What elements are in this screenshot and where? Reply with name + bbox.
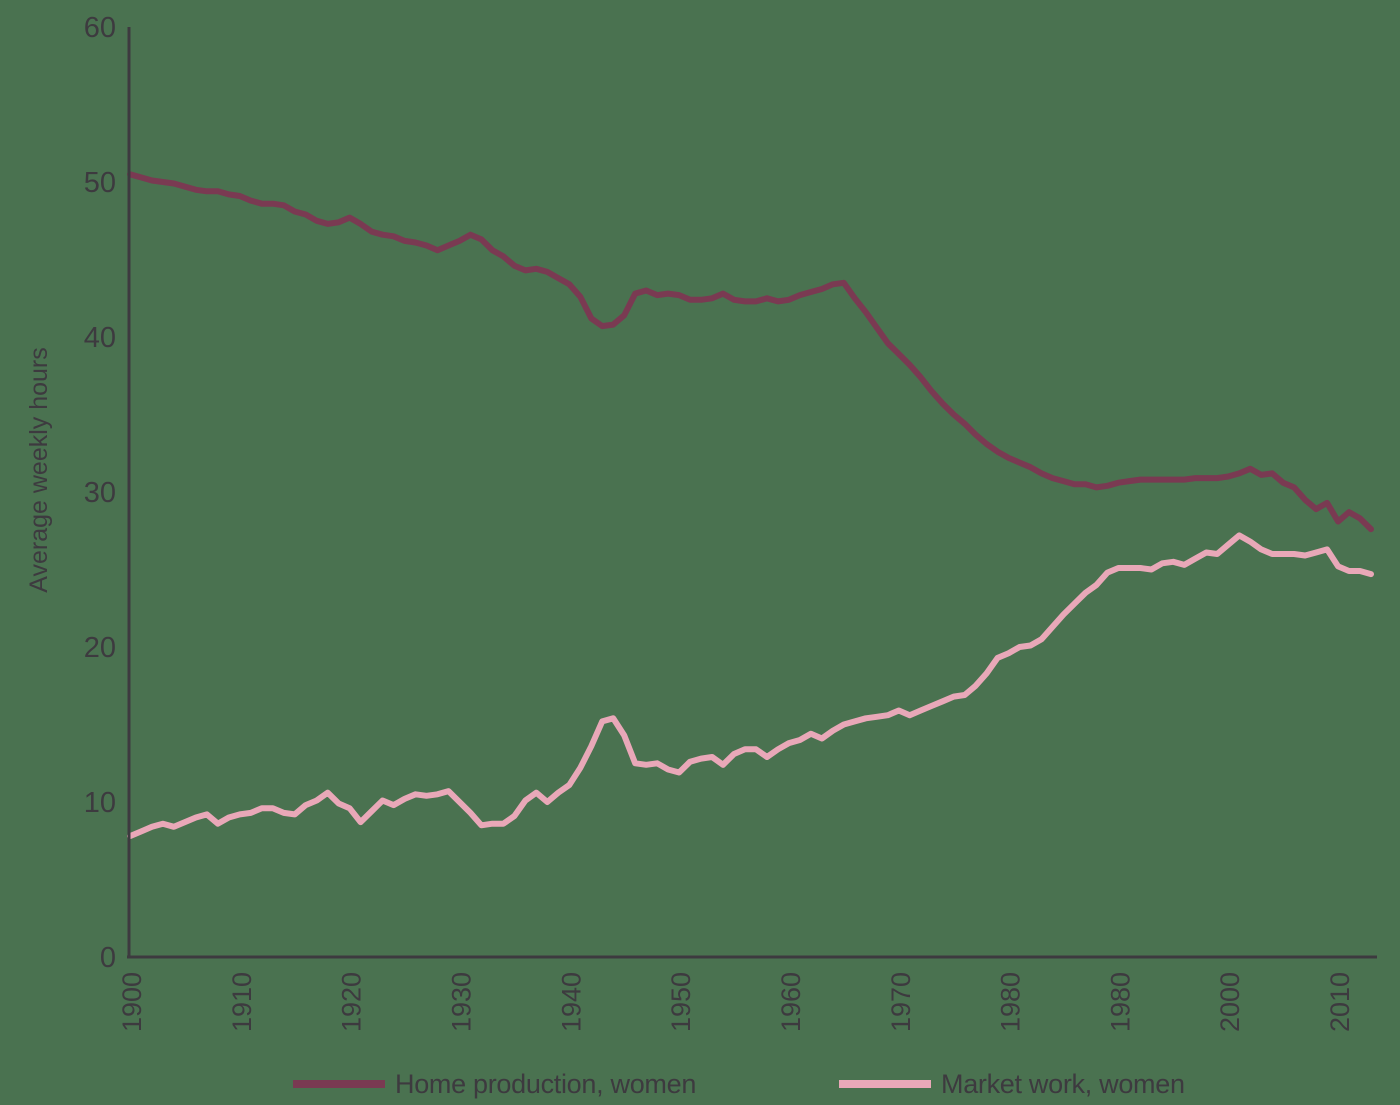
x-tick-label: 1980 [996, 972, 1026, 1032]
legend-swatch-market-work [839, 1080, 931, 1088]
x-tick-label: 1940 [556, 972, 586, 1032]
legend-label-market-work: Market work, women [941, 1068, 1185, 1099]
x-tick-label: 1920 [337, 972, 367, 1032]
chart-legend: Home production, women Market work, wome… [0, 1064, 1400, 1104]
y-axis-ticks: 0 10 20 30 40 50 60 [84, 12, 116, 974]
y-tick-label: 50 [84, 167, 116, 199]
y-tick-label: 40 [84, 322, 116, 354]
x-tick-label: 1950 [666, 972, 696, 1032]
x-tick-label: 1980 [1105, 972, 1135, 1032]
series-line-market-work [127, 532, 1374, 840]
x-tick-label: 1930 [446, 972, 476, 1032]
legend-item-home-production: Home production, women [293, 1064, 696, 1104]
x-tick-label: 1910 [227, 972, 257, 1032]
series-line-home-production [127, 171, 1374, 533]
y-tick-label: 20 [84, 632, 116, 664]
legend-item-market-work: Market work, women [839, 1064, 1185, 1104]
y-tick-label: 60 [84, 12, 116, 44]
y-tick-label: 0 [100, 942, 116, 974]
x-tick-label: 2000 [1215, 972, 1245, 1032]
y-axis-title: Average weekly hours [25, 347, 53, 593]
x-axis-ticks: 1900 1910 1920 1930 1940 1950 1960 1970 1980 1980… [117, 972, 1355, 1032]
legend-label-home-production: Home production, women [395, 1068, 697, 1099]
x-tick-label: 2010 [1325, 972, 1355, 1032]
x-tick-label: 1970 [886, 972, 916, 1032]
series-lines [127, 171, 1374, 840]
legend-swatch-home-production [293, 1080, 385, 1088]
y-tick-label: 10 [84, 787, 116, 819]
y-tick-label: 30 [84, 477, 116, 509]
x-tick-label: 1900 [117, 972, 147, 1032]
x-tick-label: 1960 [776, 972, 806, 1032]
